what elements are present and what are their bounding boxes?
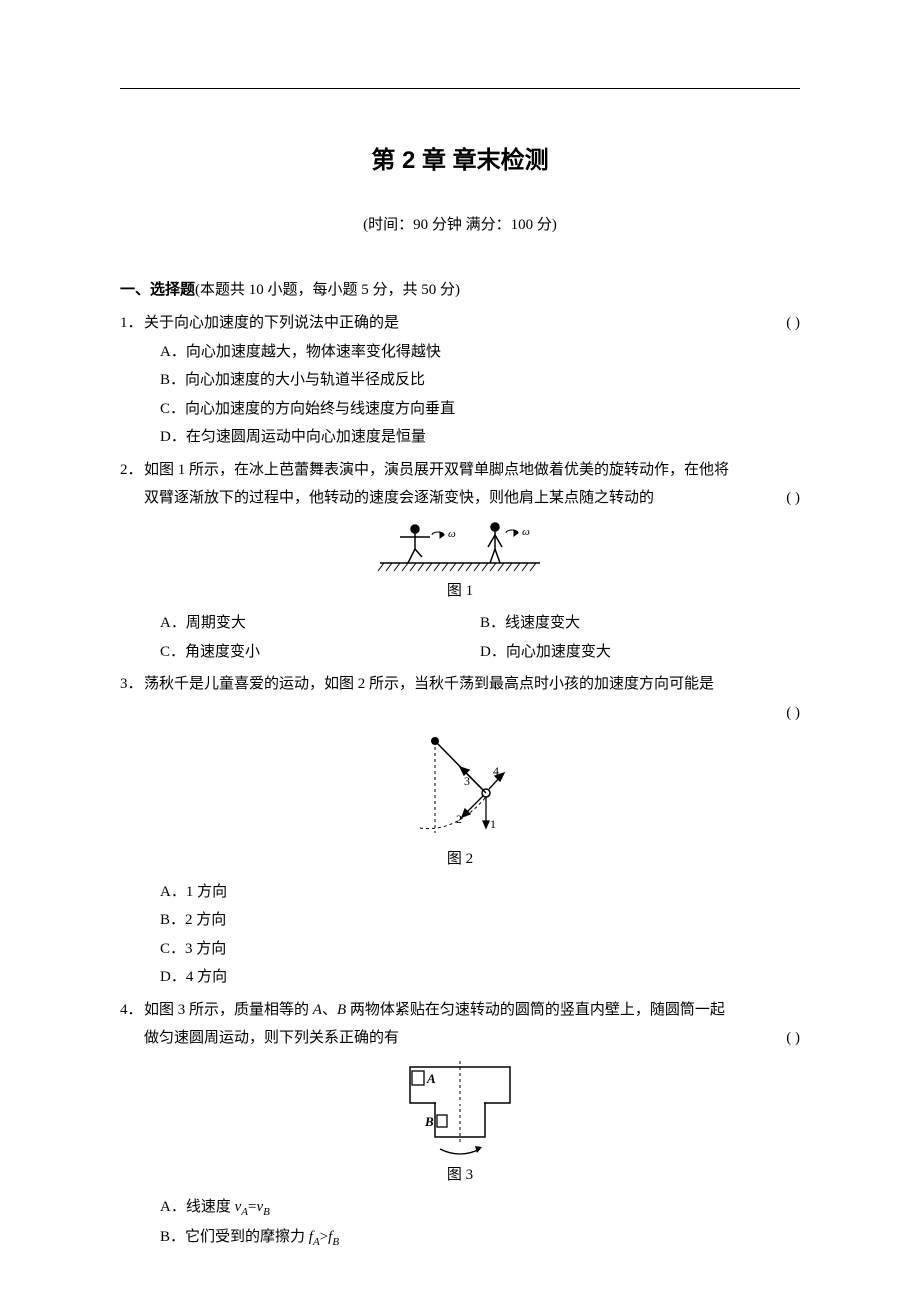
q2-text-line1: 如图 1 所示，在冰上芭蕾舞表演中，演员展开双臂单脚点地做着优美的旋转动作，在他… bbox=[144, 456, 800, 485]
header-rule bbox=[120, 88, 800, 89]
figure-1-svg: ω ω bbox=[370, 519, 550, 575]
figure-3-caption: 图 3 bbox=[120, 1161, 800, 1190]
q3-option-d: D．4 方向 bbox=[160, 963, 800, 992]
q2-option-a: A．周期变大 bbox=[160, 609, 480, 638]
answer-paren: ( ) bbox=[786, 484, 800, 513]
svg-text:2: 2 bbox=[456, 812, 462, 826]
svg-text:B: B bbox=[424, 1114, 434, 1129]
section-1-label-bold: 一、选择题 bbox=[120, 282, 195, 298]
q3-option-b: B．2 方向 bbox=[160, 906, 800, 935]
q2-number: 2． bbox=[120, 456, 144, 485]
q2-option-c: C．角速度变小 bbox=[160, 638, 480, 667]
q1-option-c: C．向心加速度的方向始终与线速度方向垂直 bbox=[160, 395, 800, 424]
question-4: 4． 如图 3 所示，质量相等的 A、B 两物体紧贴在匀速转动的圆筒的竖直内壁上… bbox=[120, 996, 800, 1253]
section-1-header: 一、选择题(本题共 10 小题，每小题 5 分，共 50 分) bbox=[120, 278, 800, 299]
q4-option-b: B．它们受到的摩擦力 fA>fB bbox=[160, 1223, 800, 1253]
q1-option-d: D．在匀速圆周运动中向心加速度是恒量 bbox=[160, 423, 800, 452]
q3-number: 3． bbox=[120, 670, 144, 699]
q1-text: 关于向心加速度的下列说法中正确的是 ( ) bbox=[144, 309, 800, 338]
q4-option-a: A．线速度 vA=vB bbox=[160, 1193, 800, 1223]
page-subtitle: (时间：90 分钟 满分：100 分) bbox=[120, 213, 800, 234]
q4-text-line2: 做匀速圆周运动，则下列关系正确的有 ( ) bbox=[144, 1024, 800, 1053]
svg-text:3: 3 bbox=[464, 774, 470, 788]
figure-3-svg: A B bbox=[385, 1059, 535, 1159]
q3-option-a: A．1 方向 bbox=[160, 878, 800, 907]
figure-3: A B bbox=[120, 1059, 800, 1159]
svg-text:ω: ω bbox=[522, 526, 530, 538]
q1-number: 1． bbox=[120, 309, 144, 338]
question-3: 3． 荡秋千是儿童喜爱的运动，如图 2 所示，当秋千荡到最高点时小孩的加速度方向… bbox=[120, 670, 800, 992]
svg-text:4: 4 bbox=[493, 764, 499, 778]
q4-text-line1: 如图 3 所示，质量相等的 A、B 两物体紧贴在匀速转动的圆筒的竖直内壁上，随圆… bbox=[144, 996, 800, 1025]
answer-paren: ( ) bbox=[786, 699, 800, 728]
q3-text: 荡秋千是儿童喜爱的运动，如图 2 所示，当秋千荡到最高点时小孩的加速度方向可能是 bbox=[144, 670, 800, 699]
figure-2-svg: 1 2 3 4 bbox=[390, 733, 530, 843]
svg-text:1: 1 bbox=[490, 817, 496, 831]
q1-option-b: B．向心加速度的大小与轨道半径成反比 bbox=[160, 366, 800, 395]
question-2: 2． 如图 1 所示，在冰上芭蕾舞表演中，演员展开双臂单脚点地做着优美的旋转动作… bbox=[120, 456, 800, 667]
page-title: 第 2 章 章末检测 bbox=[120, 140, 800, 175]
answer-paren: ( ) bbox=[786, 309, 800, 338]
figure-1: ω ω bbox=[120, 519, 800, 575]
svg-text:A: A bbox=[426, 1071, 436, 1086]
svg-text:ω: ω bbox=[448, 528, 456, 540]
section-1-label-rest: (本题共 10 小题，每小题 5 分，共 50 分) bbox=[195, 282, 460, 298]
q2-option-b: B．线速度变大 bbox=[480, 609, 800, 638]
figure-1-caption: 图 1 bbox=[120, 577, 800, 606]
q3-option-c: C．3 方向 bbox=[160, 935, 800, 964]
answer-paren: ( ) bbox=[786, 1024, 800, 1053]
figure-2: 1 2 3 4 bbox=[120, 733, 800, 843]
q2-option-d: D．向心加速度变大 bbox=[480, 638, 800, 667]
figure-2-caption: 图 2 bbox=[120, 845, 800, 874]
question-1: 1． 关于向心加速度的下列说法中正确的是 ( ) A．向心加速度越大，物体速率变… bbox=[120, 309, 800, 452]
q4-number: 4． bbox=[120, 996, 144, 1025]
q1-option-a: A．向心加速度越大，物体速率变化得越快 bbox=[160, 338, 800, 367]
q2-text-line2: 双臂逐渐放下的过程中，他转动的速度会逐渐变快，则他肩上某点随之转动的 ( ) bbox=[144, 484, 800, 513]
